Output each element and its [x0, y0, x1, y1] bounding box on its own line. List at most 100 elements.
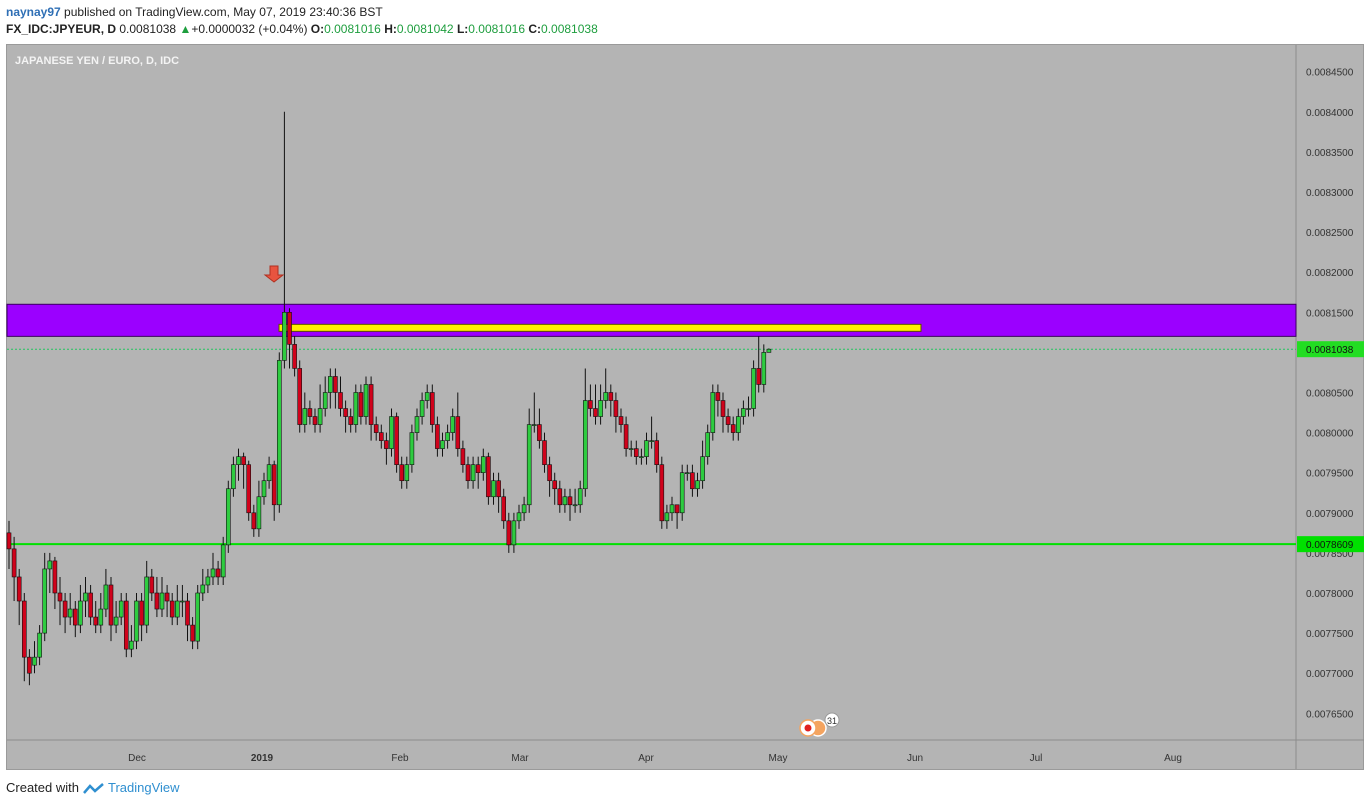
candle-body	[394, 416, 399, 465]
candle-body	[103, 584, 109, 610]
candle-body	[154, 592, 160, 610]
event-count: 31	[827, 716, 837, 726]
published-text: published on TradingView.com, May 07, 20…	[64, 5, 383, 19]
candle-body	[276, 360, 282, 506]
candle-body	[608, 392, 614, 401]
candle-body	[378, 432, 384, 441]
candle-body	[175, 600, 180, 618]
low-label: L:	[456, 22, 469, 36]
publish-info: naynay97 published on TradingView.com, M…	[6, 5, 383, 19]
x-tick-label: Jun	[907, 753, 923, 764]
last-price: 0.0081038	[119, 22, 177, 36]
candle-body	[195, 592, 200, 642]
candle-body	[761, 352, 767, 385]
y-tick-label: 0.0076500	[1306, 709, 1354, 720]
candle-body	[684, 472, 690, 475]
candle-body	[695, 480, 700, 490]
candle-body	[486, 456, 491, 498]
candle-body	[164, 592, 170, 602]
count-badge-circle	[824, 712, 840, 728]
candle-body	[169, 600, 175, 618]
y-tick-label: 0.0078000	[1306, 589, 1354, 600]
candle-body	[455, 416, 461, 449]
candle-body	[62, 600, 68, 618]
candle-body	[271, 464, 277, 506]
author-name[interactable]: naynay97	[6, 5, 61, 19]
candle-body	[139, 600, 144, 626]
candle-body	[730, 424, 736, 433]
candle-body	[440, 440, 445, 449]
candle-body	[435, 424, 440, 449]
candle-body	[338, 392, 343, 409]
y-tick-label: 0.0083000	[1306, 188, 1354, 199]
candle-body	[664, 512, 670, 522]
candle-body	[389, 416, 394, 449]
candle-body	[679, 472, 685, 514]
candle-body	[496, 480, 501, 498]
candle-body	[348, 416, 354, 425]
candle-body	[236, 456, 241, 465]
candle-body	[419, 400, 425, 417]
candle-body	[633, 448, 639, 457]
candle-body	[577, 488, 583, 506]
candle-body	[404, 464, 410, 482]
candle-body	[613, 400, 619, 417]
resistance-line	[278, 323, 922, 332]
candle-body	[57, 592, 63, 602]
candle-body	[557, 488, 563, 506]
candle-body	[83, 592, 88, 602]
candle-body	[526, 424, 532, 506]
candle-body	[292, 344, 297, 369]
candle-body	[766, 348, 772, 353]
candle-body	[547, 464, 552, 482]
chart-frame[interactable]	[6, 44, 1364, 770]
candle-body	[231, 464, 236, 490]
candle-body	[572, 504, 578, 507]
symbol-name: FX_IDC:JPYEUR, D	[6, 22, 117, 36]
candle-body	[327, 376, 333, 393]
support-price-badge	[1297, 536, 1364, 553]
candle-body	[511, 520, 517, 546]
candle-body	[409, 432, 415, 465]
candle-body	[210, 568, 216, 578]
candle-body	[312, 416, 318, 425]
candle-body	[266, 464, 272, 482]
y-tick-label: 0.0081500	[1306, 308, 1354, 319]
candle-body	[690, 472, 695, 490]
candle-body	[465, 464, 471, 482]
candle-body	[78, 600, 83, 626]
candle-body	[220, 544, 226, 578]
candle-body	[506, 520, 512, 546]
candle-body	[654, 440, 660, 465]
x-tick-label: Feb	[391, 753, 409, 764]
candle-body	[741, 408, 746, 417]
flag-icon	[804, 724, 812, 732]
candle-body	[144, 576, 149, 626]
candle-body	[251, 512, 257, 530]
candle-body	[373, 424, 379, 433]
candle-body	[67, 608, 73, 618]
candle-body	[603, 392, 609, 401]
candle-body	[659, 464, 665, 522]
tradingview-brand[interactable]: TradingView	[108, 780, 180, 795]
candle-body	[322, 392, 328, 409]
y-tick-label: 0.0080500	[1306, 389, 1354, 400]
candle-body	[124, 600, 129, 650]
candle-body	[368, 384, 374, 425]
candle-body	[414, 416, 420, 433]
candle-body	[598, 400, 603, 417]
candle-body	[118, 600, 124, 618]
candle-body	[480, 456, 486, 474]
x-tick-label: Apr	[638, 753, 654, 764]
candle-body	[756, 368, 762, 385]
y-tick-label: 0.0084000	[1306, 108, 1354, 119]
candle-body	[42, 568, 48, 634]
y-tick-label: 0.0083500	[1306, 148, 1354, 159]
candle-body	[475, 464, 481, 473]
candle-body	[542, 440, 547, 465]
y-tick-label: 0.0078500	[1306, 549, 1354, 560]
candle-body	[649, 440, 654, 442]
candle-body	[226, 488, 231, 546]
x-tick-label: 2019	[251, 753, 274, 764]
